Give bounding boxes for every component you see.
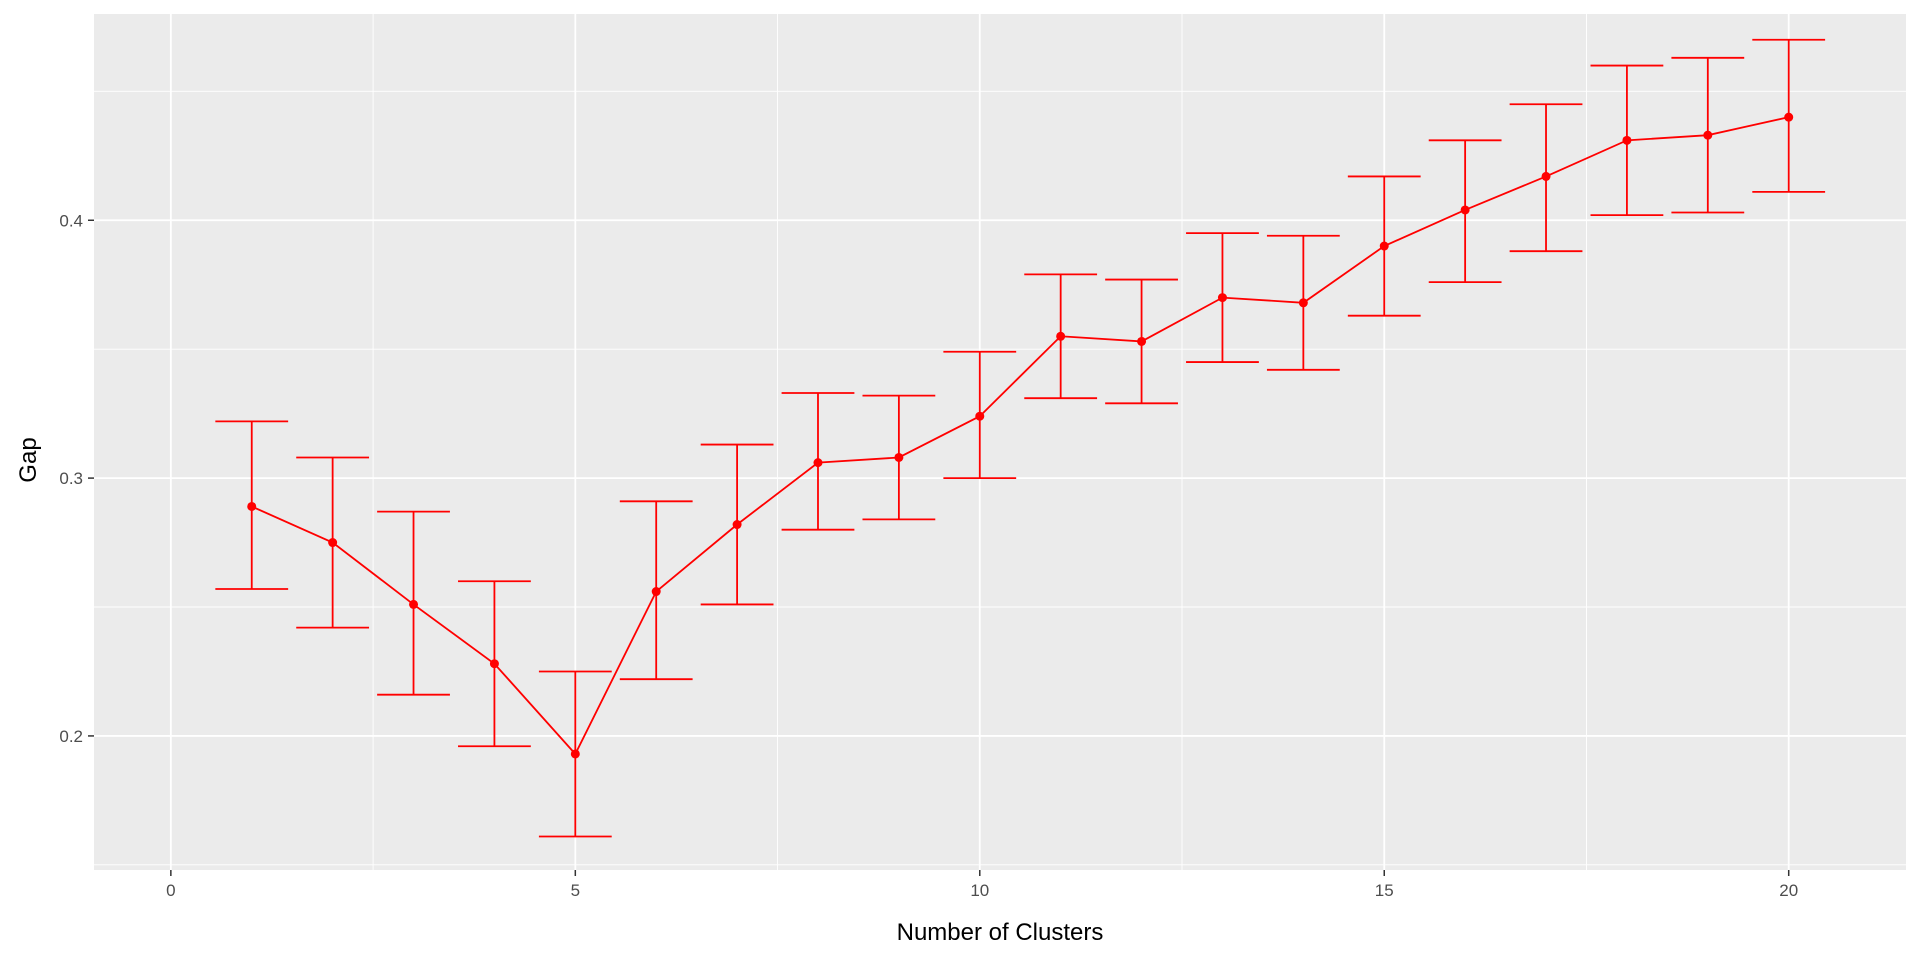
data-point bbox=[894, 452, 904, 462]
data-point bbox=[1460, 205, 1470, 215]
y-tick-label: 0.4 bbox=[59, 211, 83, 230]
data-point bbox=[1137, 336, 1147, 346]
data-point bbox=[247, 501, 257, 511]
data-point bbox=[328, 538, 338, 548]
data-point bbox=[1056, 331, 1066, 341]
data-point bbox=[1379, 241, 1389, 251]
series-line bbox=[251, 116, 1789, 756]
x-axis: 0 5 10 15 20 bbox=[166, 870, 1798, 900]
y-axis: 0.2 0.3 0.4 bbox=[59, 211, 94, 746]
plot-panel bbox=[94, 14, 1906, 870]
minor-gridlines bbox=[94, 14, 1906, 870]
y-axis-title: Gap bbox=[15, 437, 42, 482]
data-point bbox=[489, 659, 499, 669]
x-tick-label: 15 bbox=[1375, 881, 1394, 900]
data-point bbox=[1541, 171, 1551, 181]
data-point bbox=[409, 599, 419, 609]
data-point bbox=[1703, 130, 1713, 140]
x-tick-label: 20 bbox=[1779, 881, 1798, 900]
x-tick-label: 5 bbox=[571, 881, 580, 900]
data-point bbox=[1298, 298, 1308, 308]
x-axis-title: Number of Clusters bbox=[897, 919, 1104, 946]
data-point bbox=[1784, 112, 1794, 122]
y-tick-label: 0.3 bbox=[59, 469, 83, 488]
data-point bbox=[570, 749, 580, 759]
series-layer bbox=[215, 38, 1826, 838]
x-tick-label: 10 bbox=[970, 881, 989, 900]
data-point bbox=[1622, 135, 1632, 145]
x-tick-label: 0 bbox=[166, 881, 175, 900]
data-point bbox=[975, 411, 985, 421]
data-point bbox=[813, 458, 823, 468]
data-point bbox=[651, 587, 661, 597]
y-tick-label: 0.2 bbox=[59, 727, 83, 746]
data-point bbox=[1217, 293, 1227, 303]
data-point bbox=[732, 520, 742, 530]
